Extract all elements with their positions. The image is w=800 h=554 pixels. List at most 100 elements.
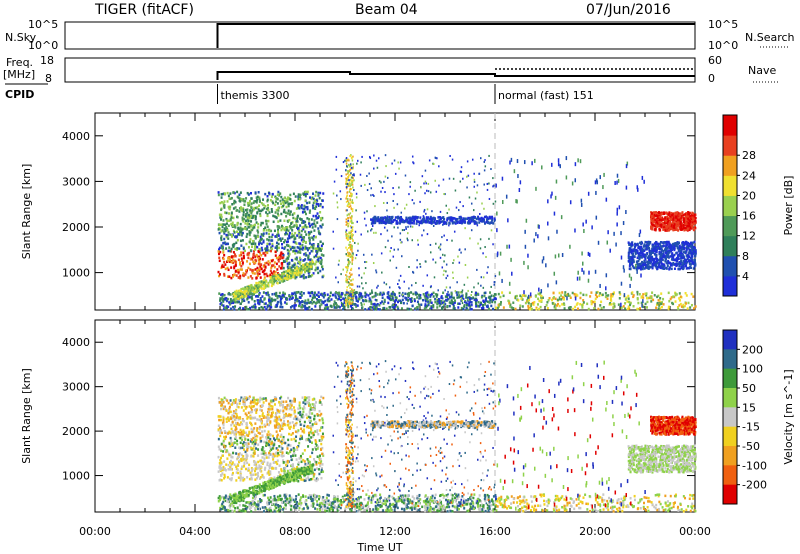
data-cell [446,212,449,215]
data-cell [291,292,294,295]
data-cell [391,297,394,300]
data-cell [235,235,238,239]
data-cell [253,290,256,293]
data-cell [409,308,412,311]
data-cell [662,227,665,231]
data-cell [311,259,314,262]
data-cell [482,252,484,255]
data-cell [274,305,277,309]
data-cell [386,209,388,212]
data-cell [691,246,694,249]
data-cell [221,192,224,196]
data-cell [374,294,377,297]
data-cell [410,284,413,287]
data-cell [227,249,230,253]
data-cell [458,221,461,225]
data-cell [237,233,240,236]
data-cell [415,281,417,284]
data-cell [688,212,691,216]
data-cell [310,230,313,234]
data-cell [436,298,439,301]
data-cell [674,211,677,215]
data-cell [482,276,485,279]
data-cell [222,219,225,222]
data-cell [315,217,318,220]
data-cell [266,214,269,218]
data-cell [636,243,639,246]
data-cell [247,256,250,260]
data-cell [226,200,229,203]
data-cell [267,208,270,212]
data-cell [376,307,379,311]
data-cell [667,240,670,244]
data-cell [650,221,653,225]
data-cell [232,229,235,233]
data-cell [463,283,466,286]
data-cell [401,220,404,223]
data-cell [576,307,579,311]
data-cell [250,284,253,287]
data-cell [320,244,323,248]
data-cell [452,296,455,300]
data-cell [400,307,403,310]
data-cell [334,302,337,305]
data-cell [613,302,616,306]
data-cell [350,274,352,277]
data-cell [347,300,349,303]
data-cell [305,269,308,272]
data-cell [233,191,236,195]
data-cell [424,303,427,306]
data-cell [255,281,258,285]
data-cell [283,200,286,203]
data-cell [452,177,455,180]
data-cell [239,230,242,234]
data-cell [218,292,221,295]
data-cell [286,237,289,240]
data-cell [223,206,226,209]
data-cell [493,296,496,300]
data-cell [641,251,644,254]
data-cell [261,300,264,303]
data-cell [443,260,445,263]
data-cell [677,262,680,265]
data-cell [307,301,310,304]
data-cell [406,307,409,311]
data-cell [349,293,351,296]
data-cell [488,154,490,157]
data-cell [224,267,227,271]
data-cell [475,217,478,221]
data-cell [386,295,389,299]
data-cell [350,293,352,296]
data-cell [303,276,306,280]
data-cell [502,306,505,309]
data-cell [280,276,283,279]
data-cell [233,231,236,234]
data-cell [260,221,263,225]
data-cell [253,272,256,275]
data-cell [499,295,502,299]
data-cell [568,294,571,298]
data-cell [258,204,261,207]
data-cell [245,242,248,246]
data-cell [645,248,648,251]
data-cell [388,305,391,309]
data-cell [246,260,249,263]
data-cell [429,251,432,254]
data-cell [429,298,432,302]
data-cell [509,305,512,308]
data-cell [330,298,333,301]
data-cell [644,292,647,296]
data-cell [231,203,234,206]
data-cell [322,254,325,257]
data-cell [639,262,642,266]
data-cell [383,300,386,303]
data-cell [593,307,596,310]
data-cell [300,275,303,278]
data-cell [313,291,316,294]
data-cell [572,307,575,311]
data-cell [319,269,322,273]
data-cell [657,261,660,265]
data-cell [308,239,311,242]
data-cell [284,246,287,249]
data-cell [248,230,251,233]
